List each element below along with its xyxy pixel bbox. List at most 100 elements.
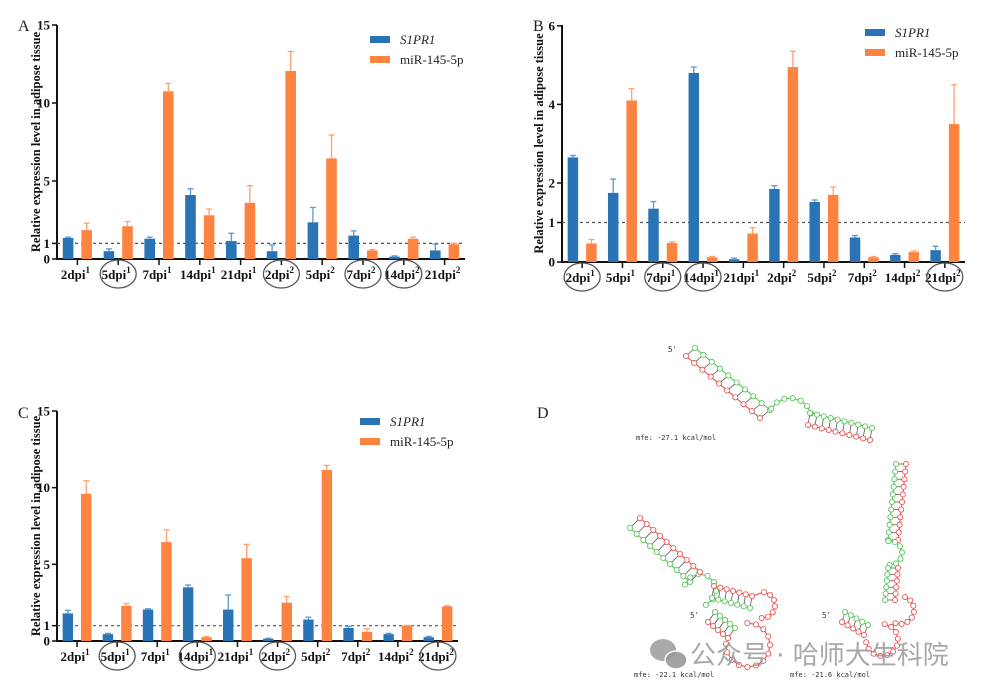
rna-structure-2: 5' mfe: -22.1 kcal/mol: [627, 515, 778, 679]
nucleotide: [715, 596, 722, 603]
nucleotide: [897, 555, 904, 562]
bar-s1pr1-2dpi-2: [769, 188, 780, 262]
nucleotide: [752, 621, 759, 628]
nucleotide: [894, 635, 901, 642]
nucleotide: [894, 571, 901, 578]
nucleotide: [627, 525, 634, 532]
nucleotide: [643, 521, 650, 528]
bar-mir145-21dpi-2: [948, 124, 960, 262]
bar-s1pr1-5dpi-1: [102, 634, 114, 641]
nucleotide: [707, 373, 714, 380]
five-prime-label: 5': [690, 611, 699, 620]
bar-s1pr1-7dpi-2: [849, 237, 861, 262]
y-tick-label: 1: [549, 215, 556, 230]
legend-label: miR-145-5p: [390, 434, 454, 449]
legend-swatch-s1pr1: [360, 418, 380, 425]
nucleotide: [734, 601, 741, 608]
wechat-icon: [650, 639, 688, 670]
y-tick-label: 5: [44, 174, 51, 189]
bar-mir145-7dpi-1: [161, 542, 172, 641]
legend-label: S1PR1: [390, 414, 425, 429]
nucleotide: [681, 581, 688, 588]
nucleotide: [677, 551, 684, 558]
nucleotide: [893, 577, 900, 584]
nucleotide: [653, 549, 660, 556]
nucleotide: [735, 662, 742, 669]
nucleotide: [853, 615, 860, 622]
nucleotide: [752, 662, 759, 669]
nucleotide: [861, 632, 868, 639]
bar-s1pr1-21dpi-1: [225, 241, 237, 259]
rna-strand: [685, 355, 761, 419]
x-tick-label: 7dpi2: [341, 647, 371, 664]
nucleotide: [660, 555, 667, 562]
nucleotide: [717, 613, 724, 620]
x-tick-label: 21dpi2: [925, 268, 961, 285]
nucleotide: [844, 622, 851, 629]
nucleotide: [697, 569, 704, 576]
y-tick-label: 4: [549, 97, 556, 112]
legend-swatch-mir145: [370, 56, 390, 63]
nucleotide: [710, 623, 717, 630]
nucleotide: [764, 613, 771, 620]
nucleotide: [811, 423, 818, 430]
nucleotide: [882, 597, 889, 604]
nucleotide: [725, 372, 732, 379]
nucleotide: [742, 386, 749, 393]
watermark: 公众号 · 哈师大生科院: [650, 639, 949, 671]
bar-mir145-5dpi-2: [326, 158, 337, 259]
bar-s1pr1-5dpi-1: [103, 251, 115, 259]
y-tick-label: 1: [44, 618, 51, 633]
nucleotide: [860, 435, 867, 442]
nucleotide: [720, 631, 727, 638]
bar-s1pr1-21dpi-1: [728, 259, 740, 262]
nucleotide: [888, 623, 895, 630]
nucleotide: [771, 603, 778, 610]
bar-mir145-2dpi-2: [281, 602, 292, 641]
bar-s1pr1-5dpi-2: [809, 201, 820, 262]
nucleotide: [740, 401, 747, 408]
nucleotide: [760, 657, 767, 664]
y-axis-label: Relative expression level in adipose tis…: [29, 31, 43, 252]
bar-mir145-7dpi-2: [367, 250, 378, 259]
nucleotide: [877, 652, 884, 659]
y-tick-label: 0: [549, 255, 556, 270]
x-tick-label: 5dpi1: [606, 268, 636, 285]
nucleotide: [728, 600, 735, 607]
nucleotide: [902, 468, 909, 475]
nucleotide: [818, 425, 825, 432]
y-tick-label: 15: [37, 18, 51, 33]
x-tick-label: 5dpi2: [301, 647, 331, 664]
nucleotide: [722, 617, 729, 624]
bar-s1pr1-2dpi-1: [62, 237, 74, 259]
bar-s1pr1-14dpi-1: [182, 587, 194, 641]
bar-mir145-2dpi-1: [81, 230, 93, 259]
legend-swatch-s1pr1: [865, 29, 885, 36]
nucleotide: [667, 561, 674, 568]
nucleotide: [910, 602, 917, 609]
highlight-circle: [98, 641, 136, 671]
x-tick-label: 14dpi2: [384, 265, 420, 282]
bar-mir145-21dpi-1: [241, 558, 252, 641]
nucleotide: [896, 543, 903, 550]
bar-s1pr1-14dpi-2: [890, 254, 901, 262]
bar-mir145-14dpi-2: [401, 625, 413, 641]
y-tick-label: 6: [549, 18, 556, 33]
bar-mir145-5dpi-1: [121, 605, 132, 641]
nucleotide: [773, 399, 780, 406]
bar-mir145-2dpi-2: [787, 67, 799, 262]
rna-strand: [639, 517, 701, 573]
nucleotide: [893, 460, 900, 467]
nucleotide: [640, 537, 647, 544]
nucleotide: [884, 652, 891, 659]
highlight-circle: [644, 262, 682, 292]
bar-s1pr1-14dpi-1: [688, 72, 700, 263]
bar-mir145-7dpi-2: [868, 257, 879, 262]
x-tick-label: 21dpi1: [218, 647, 254, 664]
nucleotide: [768, 405, 775, 412]
nucleotide: [705, 619, 712, 626]
nucleotide: [853, 433, 860, 440]
nucleotide: [888, 506, 895, 513]
